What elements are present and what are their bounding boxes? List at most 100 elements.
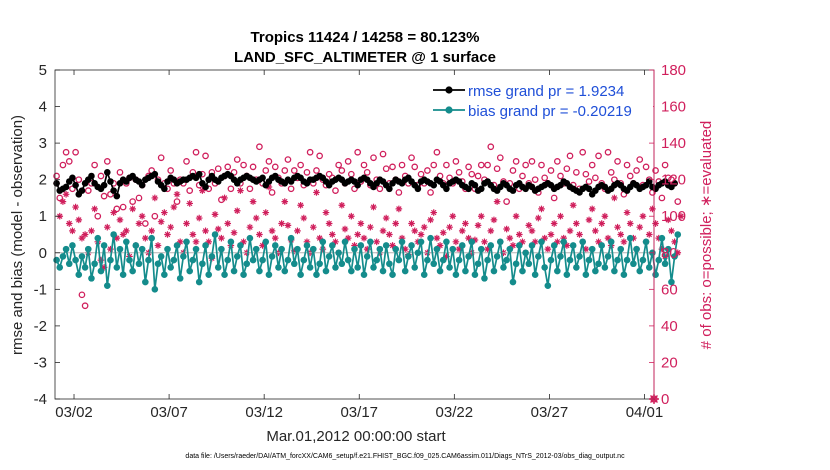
- bias-point: [658, 234, 666, 242]
- bias-point: [157, 253, 165, 260]
- bias-point: [439, 256, 447, 264]
- evaluated-obs-marker: [357, 220, 365, 227]
- bias-point: [620, 271, 628, 279]
- evaluated-obs-marker: [173, 190, 181, 198]
- evaluated-obs-marker: [370, 203, 377, 211]
- bias-point: [595, 260, 602, 268]
- evaluated-obs-marker: [439, 229, 447, 236]
- evaluated-obs-marker: [408, 220, 415, 227]
- evaluated-obs-marker: [493, 198, 501, 205]
- bias-point: [262, 238, 270, 246]
- evaluated-obs-marker: [116, 216, 124, 224]
- possible-obs-marker: [141, 220, 149, 227]
- bias-point: [129, 267, 136, 275]
- evaluated-obs-marker: [611, 194, 618, 202]
- possible-obs-marker: [202, 152, 209, 160]
- possible-obs-marker: [256, 143, 263, 151]
- bias-point: [351, 245, 358, 253]
- evaluated-obs-marker: [142, 234, 149, 242]
- right-y-tick-label: 180: [661, 62, 686, 79]
- bias-point: [119, 271, 127, 279]
- evaluated-obs-marker: [62, 190, 70, 198]
- bias-point: [557, 253, 564, 260]
- evaluated-obs-marker: [395, 205, 403, 213]
- evaluated-obs-marker: [75, 216, 83, 224]
- evaluated-obs-marker: [652, 220, 659, 227]
- possible-obs-marker: [430, 161, 438, 169]
- bias-point: [664, 245, 672, 253]
- x-tick-label: 03/27: [531, 404, 569, 421]
- possible-obs-marker: [246, 185, 254, 193]
- bias-point: [655, 256, 663, 264]
- bias-point: [56, 264, 64, 271]
- bias-point: [484, 256, 491, 264]
- possible-obs-marker: [389, 163, 396, 171]
- legend-rmse-marker: [445, 86, 453, 94]
- possible-obs-marker: [468, 170, 476, 178]
- evaluated-obs-marker: [512, 212, 520, 220]
- evaluated-obs-marker: [668, 227, 675, 235]
- possible-obs-marker: [379, 150, 387, 158]
- possible-obs-marker: [417, 170, 425, 178]
- possible-obs-marker: [553, 158, 561, 165]
- evaluated-obs-marker: [214, 225, 222, 233]
- rmse-point: [138, 181, 146, 189]
- bias-point: [145, 256, 152, 264]
- legend: rmse grand pr = 1.9234 bias grand pr = -…: [428, 80, 653, 122]
- evaluated-obs-marker: [360, 234, 368, 242]
- evaluated-obs-marker: [316, 234, 323, 242]
- possible-obs-marker: [224, 163, 232, 171]
- possible-obs-marker: [344, 158, 352, 165]
- bias-point: [544, 282, 552, 289]
- bias-point: [509, 278, 517, 286]
- x-tick-label: 03/12: [245, 404, 283, 421]
- possible-obs-marker: [94, 212, 102, 220]
- evaluated-obs-marker: [344, 234, 352, 242]
- bias-point: [674, 231, 682, 238]
- evaluated-obs-marker: [373, 238, 380, 246]
- bias-point: [230, 267, 238, 275]
- possible-obs-marker: [290, 167, 298, 174]
- evaluated-obs-marker: [97, 256, 105, 264]
- evaluated-obs-marker: [436, 242, 444, 249]
- possible-obs-marker: [262, 167, 270, 174]
- possible-obs-marker: [284, 156, 292, 163]
- evaluated-obs-marker: [620, 238, 628, 246]
- bias-point: [268, 253, 276, 260]
- possible-obs-marker: [303, 169, 311, 176]
- bias-point: [354, 264, 361, 271]
- evaluated-obs-marker: [189, 231, 197, 238]
- bias-point: [382, 242, 390, 249]
- bias-point: [449, 245, 457, 253]
- bias-point: [604, 253, 612, 260]
- evaluated-obs-marker: [626, 220, 634, 227]
- bias-point: [313, 271, 320, 279]
- bias-point: [78, 253, 86, 260]
- x-tick-label: 03/02: [55, 404, 93, 421]
- possible-obs-marker: [316, 152, 323, 160]
- bias-point: [205, 271, 213, 279]
- rmse-point: [202, 183, 209, 191]
- chart-title-line1: Tropics 11424 / 14258 = 80.123%: [251, 29, 480, 46]
- evaluated-obs-marker: [303, 238, 311, 246]
- bias-point: [535, 253, 542, 260]
- possible-obs-marker: [452, 158, 460, 165]
- bias-point: [281, 267, 289, 275]
- possible-obs-marker: [265, 158, 273, 165]
- evaluated-obs-marker: [392, 220, 400, 227]
- evaluated-obs-marker: [487, 227, 495, 235]
- evaluated-obs-marker: [386, 231, 393, 238]
- possible-obs-marker: [56, 194, 64, 202]
- possible-obs-marker: [595, 152, 602, 160]
- possible-obs-marker: [338, 167, 346, 174]
- evaluated-obs-marker: [110, 209, 117, 216]
- possible-obs-marker: [100, 192, 108, 200]
- rmse-point: [161, 185, 168, 193]
- bias-point: [531, 271, 539, 279]
- evaluated-obs-marker: [329, 231, 336, 238]
- evaluated-obs-marker: [202, 227, 209, 235]
- bias-point: [588, 245, 596, 253]
- evaluated-obs-marker: [78, 234, 86, 242]
- possible-obs-marker: [487, 143, 495, 151]
